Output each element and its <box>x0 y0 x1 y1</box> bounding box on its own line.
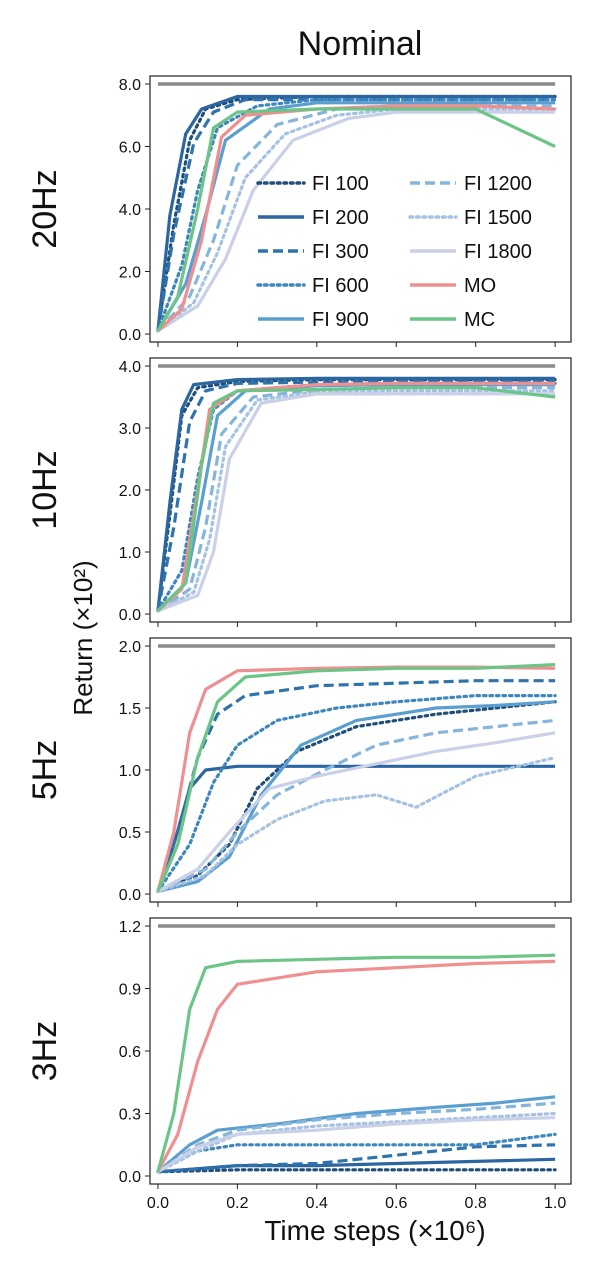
series-group <box>156 953 557 1174</box>
y-tick-label: 0.0 <box>119 327 141 344</box>
x-tick-label: 0.4 <box>306 1195 328 1212</box>
panel-10Hz: 0.0 1.0 2.0 3.0 4.0 10Hz <box>26 357 572 627</box>
legend-label: FI 600 <box>312 275 369 297</box>
series-line-fi-1800 <box>157 1116 556 1174</box>
y-tick-label: 4.0 <box>119 202 141 219</box>
y-axis-label: Return (×10²) <box>68 560 98 715</box>
y-tick-label: 0.5 <box>119 825 141 842</box>
x-tick-label: 1.0 <box>544 1195 566 1212</box>
series-line-mc <box>156 953 556 1173</box>
series-line-fi-300 <box>156 379 556 612</box>
series-line-mc <box>156 107 556 332</box>
series-line-mc <box>156 386 556 613</box>
panel-5Hz: 0.0 0.5 1.0 1.5 2.0 5Hz <box>26 637 572 907</box>
legend-label: FI 900 <box>312 309 369 331</box>
series-line-fi-1800 <box>157 110 556 333</box>
y-tick-label: 0.0 <box>119 887 141 904</box>
y-tick-label: 8.0 <box>119 77 141 94</box>
x-tick-label: 0.0 <box>147 1195 169 1212</box>
series-line-fi-1500 <box>156 1111 557 1174</box>
y-tick-label: 0.3 <box>119 1107 141 1124</box>
series-line-fi-200 <box>156 94 556 332</box>
series-line-mc <box>156 663 556 893</box>
series-line-fi-600 <box>156 694 557 894</box>
y-tick-label: 0.6 <box>119 1044 141 1061</box>
y-tick-label: 0.9 <box>119 982 141 999</box>
legend: FI 100 FI 1200 FI 200 FI 1500 FI 300 FI 1800 F… <box>256 173 532 331</box>
y-tick-label: 0.0 <box>119 1169 141 1186</box>
y-tick-label: 1.0 <box>119 545 141 562</box>
x-tick-label: 0.2 <box>226 1195 248 1212</box>
series-group <box>156 663 557 894</box>
series-line-fi-100 <box>156 1168 557 1174</box>
y-tick-label: 2.0 <box>119 639 141 656</box>
series-group <box>156 94 557 333</box>
legend-label: MC <box>464 309 495 331</box>
row-label: 10Hz <box>26 450 64 529</box>
series-line-fi-900 <box>156 101 556 332</box>
series-line-fi-1200 <box>156 104 556 332</box>
row-label: 5Hz <box>26 740 64 800</box>
y-tick-label: 1.2 <box>119 919 141 936</box>
series-line-mo <box>156 959 556 1173</box>
series-line-mo <box>156 104 556 333</box>
chart-title: Nominal <box>298 25 423 63</box>
legend-label: FI 200 <box>312 207 369 229</box>
series-line-fi-200 <box>156 376 556 612</box>
row-label: 20Hz <box>26 169 64 248</box>
series-line-fi-1500 <box>156 107 557 333</box>
series-line-fi-1200 <box>157 718 556 893</box>
series-line-fi-1200 <box>157 1101 556 1174</box>
y-tick-label: 2.0 <box>119 483 141 500</box>
y-tick-label: 1.0 <box>119 763 141 780</box>
legend-label: MO <box>464 275 496 297</box>
y-tick-label: 0.0 <box>119 607 141 624</box>
y-tick-label: 4.0 <box>119 359 141 376</box>
series-line-fi-300 <box>156 679 556 893</box>
x-tick-label: 0.6 <box>385 1195 407 1212</box>
series-line-fi-1800 <box>157 731 556 893</box>
series-line-fi-300 <box>157 1143 556 1174</box>
x-tick-label: 0.8 <box>465 1195 487 1212</box>
series-line-fi-1500 <box>156 389 557 613</box>
legend-label: FI 300 <box>312 241 369 263</box>
legend-label: FI 100 <box>312 173 369 195</box>
series-line-fi-200 <box>156 764 556 893</box>
y-tick-label: 2.0 <box>119 265 141 282</box>
row-label: 3Hz <box>26 1021 64 1081</box>
y-tick-label: 6.0 <box>119 140 141 157</box>
panel-3Hz: 0.0 0.3 0.6 0.9 1.2 0.0 0.2 0.4 0.6 0.8 1.0 3Hz <box>26 917 572 1212</box>
legend-label: FI 1200 <box>464 173 532 195</box>
legend-label: FI 1800 <box>464 241 532 263</box>
series-line-fi-600 <box>156 98 557 333</box>
legend-label: FI 1500 <box>464 207 532 229</box>
series-line-fi-1500 <box>156 756 557 894</box>
series-group <box>156 376 557 613</box>
x-axis-label: Time steps (×10⁶) <box>264 1215 485 1246</box>
y-tick-label: 3.0 <box>119 421 141 438</box>
series-line-fi-1800 <box>157 392 556 613</box>
y-tick-label: 1.5 <box>119 701 141 718</box>
